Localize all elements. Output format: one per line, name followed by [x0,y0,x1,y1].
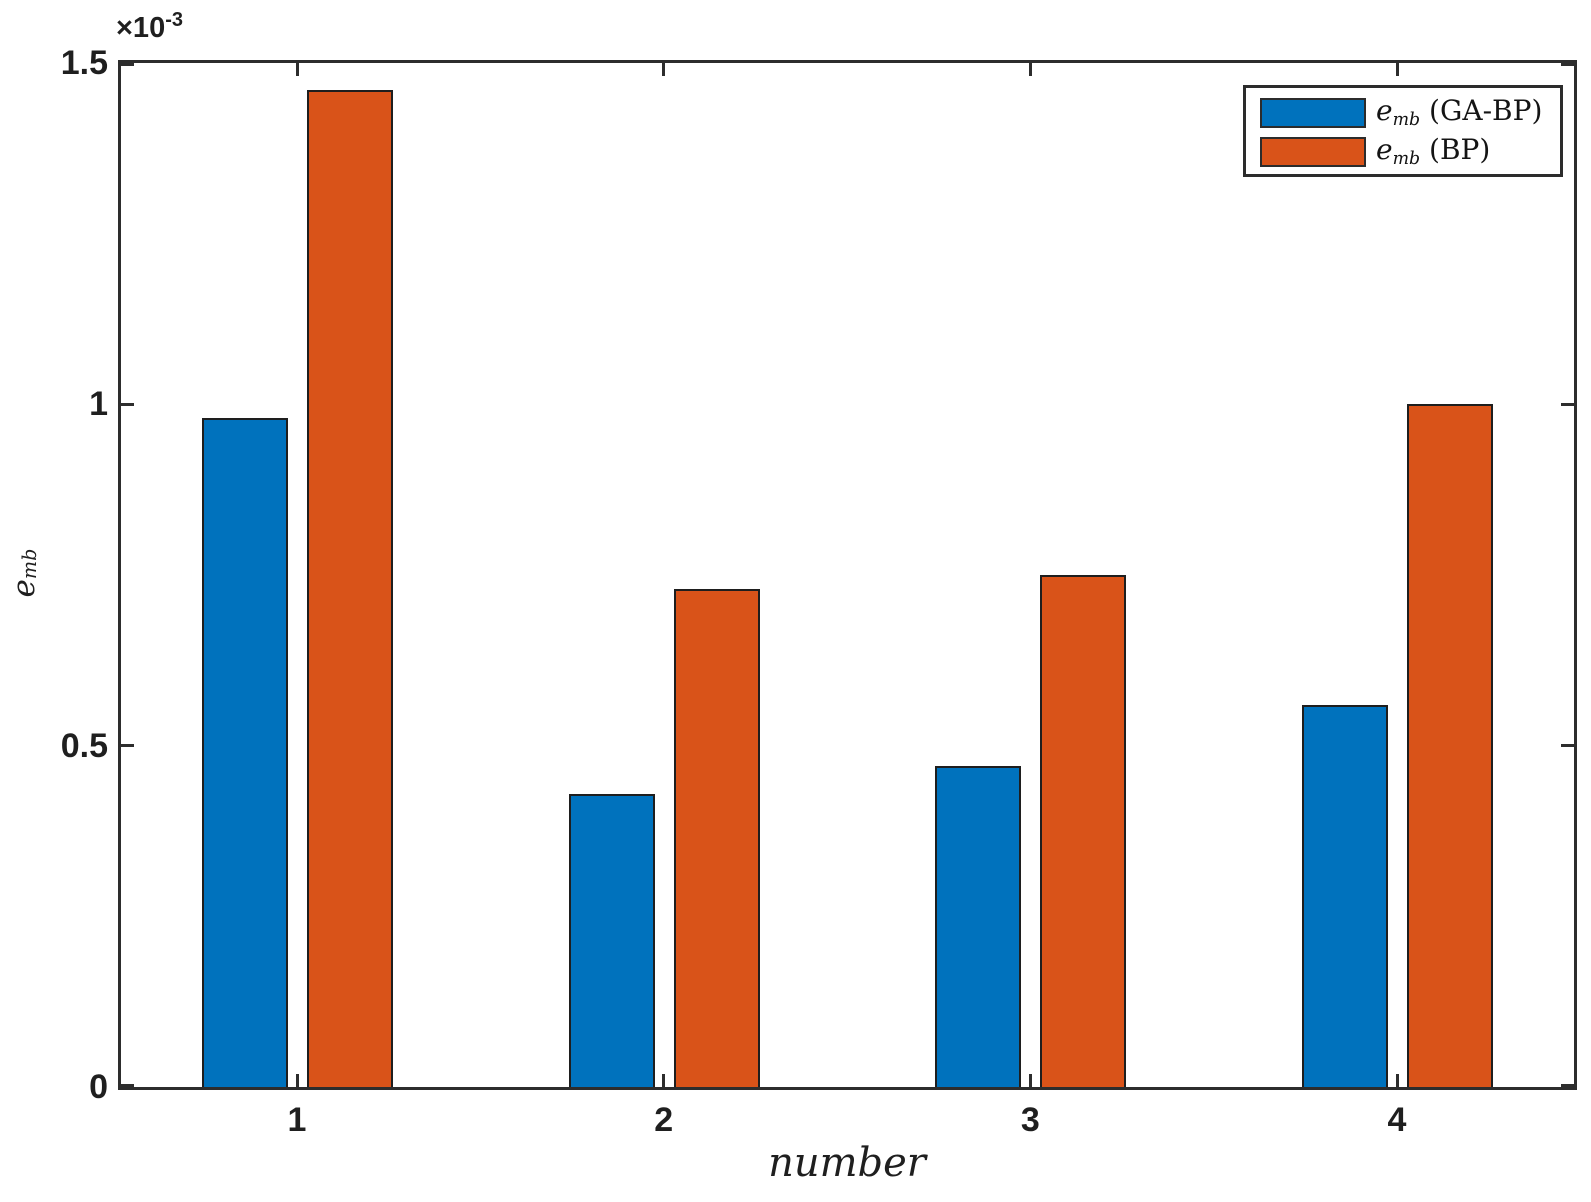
x-tick-4 [1395,1074,1399,1087]
x-tick-2 [662,63,666,76]
y-tick-label-1.5: 1.5 [60,44,108,82]
y-tick-0 [1561,1084,1574,1087]
x-tick-1 [295,1074,299,1087]
x-tick-label-4: 4 [1387,1101,1407,1139]
y-tick-label-0.5: 0.5 [60,726,108,765]
x-tick-label-2: 2 [654,1101,674,1139]
y-tick-label-1: 1 [89,385,108,424]
legend-entry-ga-bp: emb (GA-BP) [1246,94,1560,132]
x-tick-label-3: 3 [1020,1101,1040,1139]
legend: emb (GA-BP) emb (BP) [1243,85,1563,177]
bar-ga-bp-group-2 [568,793,655,1087]
legend-label-base: e [1376,94,1393,127]
y-axis-exponent-base: ×10 [116,12,166,44]
y-tick-0 [121,1084,134,1087]
x-tick-4 [1395,63,1399,76]
y-axis-exponent: ×10-3 [116,9,183,45]
legend-label-base: e [1376,133,1393,166]
bar-bp-group-4 [1407,404,1493,1087]
legend-label-subscript: mb [1392,109,1421,130]
x-tick-2 [662,1074,666,1087]
y-axis-label: e mb [4,513,44,633]
bar-ga-bp-group-1 [202,418,288,1087]
bar-ga-bp-group-3 [935,766,1022,1087]
plot-area [118,60,1577,1090]
x-axis-label: number [768,1140,926,1186]
y-tick-1 [1561,402,1574,406]
legend-swatch [1260,137,1366,167]
legend-label-subscript: mb [1392,148,1421,169]
legend-swatch [1260,98,1366,128]
y-tick-0.5 [1561,744,1574,748]
bar-bp-group-1 [307,90,393,1087]
x-tick-3 [1028,63,1032,76]
y-tick-1.5 [1561,63,1574,66]
bar-ga-bp-group-4 [1302,704,1388,1087]
legend-label: emb (BP) [1376,133,1490,171]
x-tick-label-1: 1 [287,1101,307,1139]
legend-label: emb (GA-BP) [1376,94,1542,132]
bar-bp-group-3 [1040,575,1127,1087]
y-axis-exponent-superscript: -3 [165,9,183,31]
y-axis-label-subscript: mb [17,548,41,580]
bar-bp-group-2 [673,588,760,1087]
x-tick-1 [295,63,299,76]
x-tick-3 [1028,1074,1032,1087]
legend-label-suffix: (GA-BP) [1420,94,1543,127]
y-tick-0.5 [121,744,134,748]
y-tick-1.5 [121,63,134,66]
legend-entry-bp: emb (BP) [1246,133,1560,171]
legend-label-suffix: (BP) [1420,133,1491,166]
y-axis-label-base: e [6,579,42,598]
y-tick-1 [121,402,134,406]
y-tick-label-0: 0 [89,1068,108,1106]
